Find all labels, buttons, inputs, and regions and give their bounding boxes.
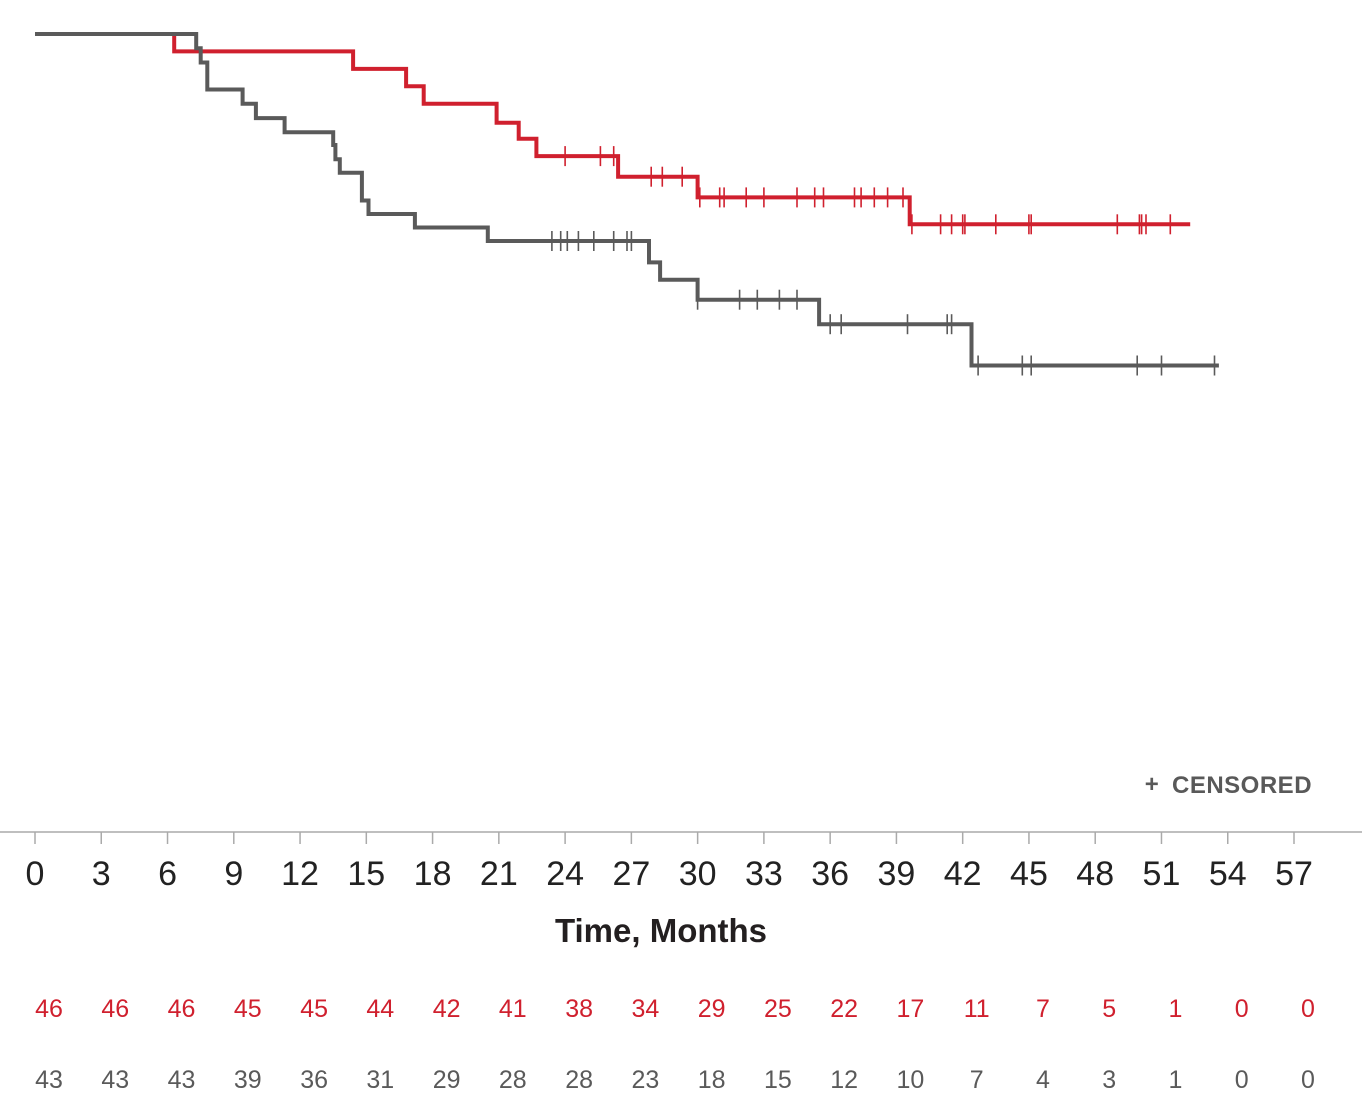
risk-table-cell-row-1: 46	[35, 995, 63, 1023]
censored-legend: + CENSORED	[1145, 771, 1312, 799]
x-tick-label: 36	[811, 855, 849, 893]
risk-table-cell-row-1: 22	[830, 995, 858, 1023]
x-tick-label: 15	[347, 855, 385, 893]
risk-table-cell-row-2: 36	[300, 1066, 328, 1094]
risk-table-cell-row-2: 31	[366, 1066, 394, 1094]
x-tick-label: 33	[745, 855, 783, 893]
x-tick-label: 39	[878, 855, 916, 893]
x-tick-label: 57	[1275, 855, 1313, 893]
x-tick-label: 9	[224, 855, 243, 893]
risk-table-cell-row-1: 45	[300, 995, 328, 1023]
risk-table-cell-row-2: 18	[698, 1066, 726, 1094]
risk-table-cell-row-2: 28	[499, 1066, 527, 1094]
risk-table-cell-row-1: 41	[499, 995, 527, 1023]
risk-table-cell-row-2: 0	[1301, 1066, 1315, 1094]
censored-legend-symbol: +	[1145, 771, 1160, 798]
x-tick-label: 45	[1010, 855, 1048, 893]
x-tick-label: 48	[1076, 855, 1114, 893]
x-tick-label: 51	[1143, 855, 1181, 893]
risk-table-cell-row-1: 44	[366, 995, 394, 1023]
risk-table-cell-row-1: 11	[964, 995, 990, 1023]
x-tick-label: 30	[679, 855, 717, 893]
x-tick-label: 12	[281, 855, 319, 893]
risk-table-cell-row-2: 10	[896, 1066, 924, 1094]
risk-table-cell-row-2: 43	[101, 1066, 129, 1094]
risk-table-cell-row-2: 39	[234, 1066, 262, 1094]
risk-table-cell-row-2: 23	[631, 1066, 659, 1094]
x-tick-label: 18	[414, 855, 452, 893]
risk-table-cell-row-2: 7	[970, 1066, 984, 1094]
x-tick-label: 54	[1209, 855, 1247, 893]
risk-table-cell-row-1: 1	[1169, 995, 1183, 1023]
risk-table-cell-row-2: 43	[168, 1066, 196, 1094]
risk-table-cell-row-2: 12	[830, 1066, 858, 1094]
risk-table-cell-row-1: 0	[1235, 995, 1249, 1023]
risk-table-cell-row-1: 34	[631, 995, 659, 1023]
risk-table-cell-row-1: 25	[764, 995, 792, 1023]
risk-table-cell-row-2: 0	[1235, 1066, 1249, 1094]
risk-table-cell-row-2: 15	[764, 1066, 792, 1094]
x-tick-label: 24	[546, 855, 584, 893]
risk-table-cell-row-1: 29	[698, 995, 726, 1023]
x-tick-label: 42	[944, 855, 982, 893]
x-axis-title: Time, Months	[555, 912, 767, 949]
risk-table-cell-row-2: 43	[35, 1066, 63, 1094]
x-axis: 0 3 6 9 12 15 18 21 24 27 30 33 36 39 42 45 48 51 54 57	[0, 831, 1362, 893]
x-tick-label: 0	[26, 855, 45, 893]
risk-table-cell-row-1: 42	[433, 995, 461, 1023]
risk-table-cell-row-1: 17	[896, 995, 924, 1023]
risk-table-cell-row-2: 28	[565, 1066, 593, 1094]
risk-table-cell-row-1: 0	[1301, 995, 1315, 1023]
x-tick-label: 27	[612, 855, 650, 893]
risk-table-cell-row-1: 38	[565, 995, 593, 1023]
plot-area	[35, 32, 1219, 376]
risk-table-cell-row-1: 45	[234, 995, 262, 1023]
survival-curve-2	[35, 32, 1219, 368]
survival-curve-1	[35, 32, 1191, 227]
x-tick-label: 6	[158, 855, 177, 893]
x-tick-label: 21	[480, 855, 518, 893]
risk-table-cell-row-1: 5	[1102, 995, 1116, 1023]
risk-table-cell-row-2: 1	[1169, 1066, 1183, 1094]
risk-table-cell-row-1: 46	[168, 995, 196, 1023]
x-tick-label: 3	[92, 855, 111, 893]
risk-table-cell-row-1: 46	[101, 995, 129, 1023]
risk-table-cell-row-1: 7	[1036, 995, 1050, 1023]
risk-table-cell-row-2: 3	[1102, 1066, 1116, 1094]
censored-legend-label: CENSORED	[1172, 772, 1312, 799]
risk-table-cell-row-2: 4	[1036, 1066, 1050, 1094]
risk-table: 46 46 46 45 45 44 42 41 38 34 29 25 22 17 11 7 5 1 0 043 43 4…	[35, 995, 1315, 1094]
risk-table-cell-row-2: 29	[433, 1066, 461, 1094]
